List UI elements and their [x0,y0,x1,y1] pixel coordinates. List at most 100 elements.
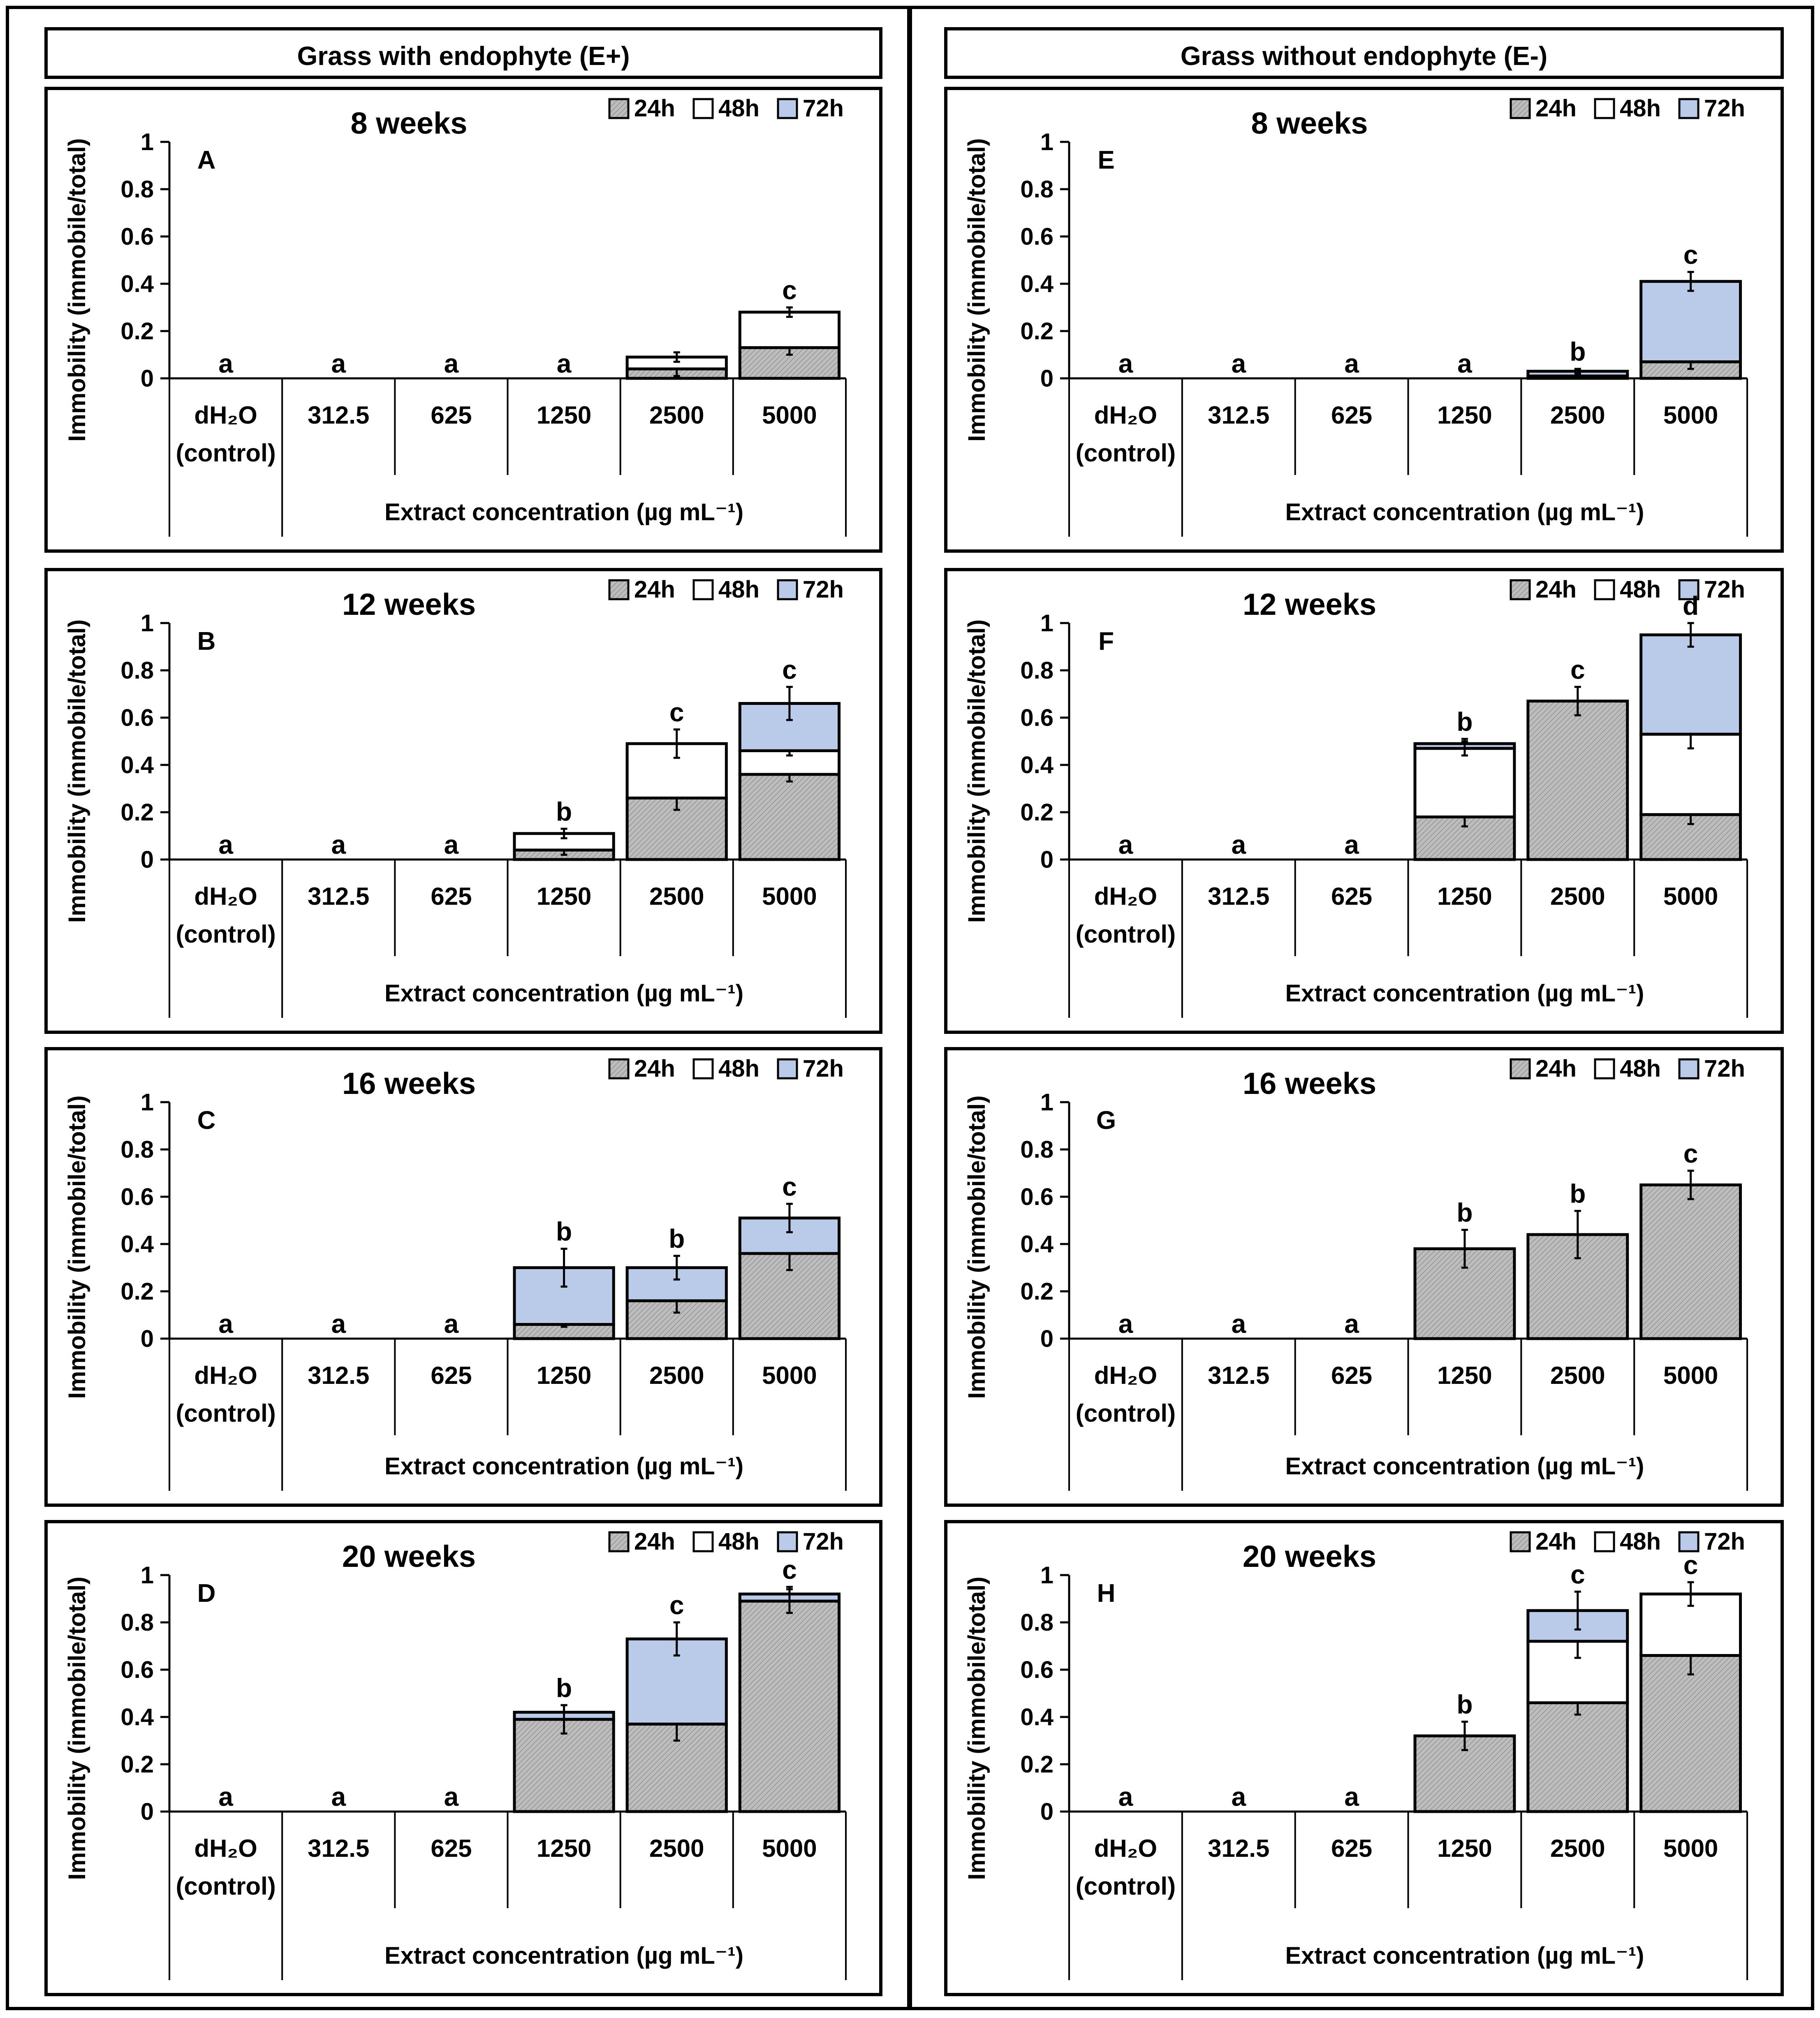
significance-letter: b [556,797,572,826]
significance-letter: a [218,1309,233,1339]
legend-swatch-72h [1678,1531,1700,1552]
legend-swatch-24h [608,579,630,600]
y-tick-label: 0.8 [1020,1609,1054,1636]
y-tick-label: 0.4 [120,752,154,778]
legend-label: 72h [803,95,844,122]
panel-title: 16 weeks [1243,1066,1376,1101]
y-tick-label: 0.4 [1020,1704,1054,1731]
y-tick-label: 0.4 [120,1231,154,1258]
legend-label: 24h [1535,576,1577,603]
significance-letter: a [218,349,233,378]
legend-label: 24h [1535,1055,1577,1082]
category-label: 312.5 [1208,401,1269,429]
category-label: 2500 [1550,1835,1605,1862]
category-label: 625 [1331,1835,1372,1862]
significance-letter: a [1344,349,1359,378]
y-tick-label: 1 [1040,1089,1054,1116]
bar-segment-24h [738,1599,841,1813]
significance-letter: a [1231,1782,1246,1812]
legend-swatch-48h [692,1058,714,1080]
y-tick-label: 0 [141,846,154,873]
category-label: 625 [431,883,472,910]
significance-letter: a [331,1309,346,1339]
significance-letter: c [1683,1550,1698,1580]
category-label: dH₂O (control) [176,883,276,948]
significance-letter: b [669,1224,685,1253]
category-label: 5000 [1663,401,1718,429]
y-tick-label: 0.8 [120,1136,154,1163]
y-tick-label: 1 [141,1562,154,1589]
category-label: dH₂O (control) [1076,883,1176,948]
y-tick-label: 0 [1040,365,1054,392]
legend-swatch-24h [608,1531,630,1552]
y-tick-label: 0.4 [120,271,154,297]
significance-letter: c [782,1172,797,1201]
y-tick-label: 1 [141,1089,154,1116]
chart-panel-H: 0 0.2 0.4 0.6 0.8 1 Immobility (immobile/total… [944,1520,1784,1996]
bar-segment-72h [1639,280,1742,364]
y-tick-label: 0.8 [120,176,154,203]
category-label: 1250 [537,883,591,910]
significance-letter: a [1344,1309,1359,1339]
legend-swatch-72h [777,1531,798,1552]
y-tick-label: 0.6 [1020,1657,1054,1683]
significance-letter: b [1456,707,1473,737]
legend-label: 48h [1620,1055,1661,1082]
significance-letter: d [1683,591,1699,621]
significance-letter: a [1118,1309,1133,1339]
legend-label: 48h [1620,1528,1661,1555]
y-tick-label: 0.2 [1020,799,1054,826]
legend-label: 72h [1704,1528,1745,1555]
panel-letter: G [1096,1106,1116,1135]
significance-letter: a [444,349,459,378]
significance-letter: a [1231,1309,1246,1339]
category-label: dH₂O (control) [176,1835,276,1900]
category-label: 1250 [1437,883,1492,910]
category-label: 312.5 [308,883,369,910]
category-label: 2500 [1550,401,1605,429]
significance-letter: a [218,830,233,860]
legend-label: 72h [1704,576,1745,603]
significance-letter: a [331,349,346,378]
significance-letter: a [218,1782,233,1812]
significance-letter: c [669,697,684,727]
legend-label: 48h [1620,576,1661,603]
significance-letter: c [1570,655,1585,684]
y-axis-label: Immobility (immobile/total) [64,1096,90,1399]
category-label: 1250 [537,401,591,429]
y-tick-label: 0.2 [120,318,154,345]
legend-label: 72h [1704,1055,1745,1082]
y-tick-label: 1 [141,129,154,155]
y-tick-label: 0.6 [1020,1184,1054,1210]
significance-letter: a [1231,349,1246,378]
y-tick-label: 0.2 [120,1751,154,1778]
bar-segment-48h [738,310,841,349]
y-axis-label: Immobility (immobile/total) [963,619,990,923]
x-axis-label: Extract concentration (µg mL⁻¹) [1285,1942,1644,1969]
legend-swatch-24h [608,1058,630,1080]
legend-label: 72h [803,576,844,603]
y-tick-label: 0.8 [120,1609,154,1636]
category-label: 5000 [1663,883,1718,910]
legend-swatch-72h [1678,579,1700,600]
y-tick-label: 0 [141,365,154,392]
bar-segment-24h [1526,1701,1629,1813]
category-label: 312.5 [1208,1362,1269,1389]
panel-letter: D [197,1579,216,1608]
legend-label: 24h [634,1055,675,1082]
significance-letter: b [1456,1198,1473,1228]
panel-letter: H [1097,1579,1116,1608]
legend-swatch-72h [777,1058,798,1080]
x-axis-label: Extract concentration (µg mL⁻¹) [384,1942,743,1969]
legend-swatch-24h [1510,579,1531,600]
legend-label: 24h [634,576,675,603]
x-axis-label: Extract concentration (µg mL⁻¹) [1285,980,1644,1007]
panel-letter: C [197,1106,216,1135]
y-tick-label: 0.6 [120,1657,154,1683]
panel-title: 20 weeks [342,1539,476,1573]
category-label: 5000 [762,883,817,910]
category-label: 2500 [649,401,704,429]
significance-letter: b [556,1217,572,1246]
significance-letter: a [1344,1782,1359,1812]
legend-swatch-48h [1594,98,1615,119]
